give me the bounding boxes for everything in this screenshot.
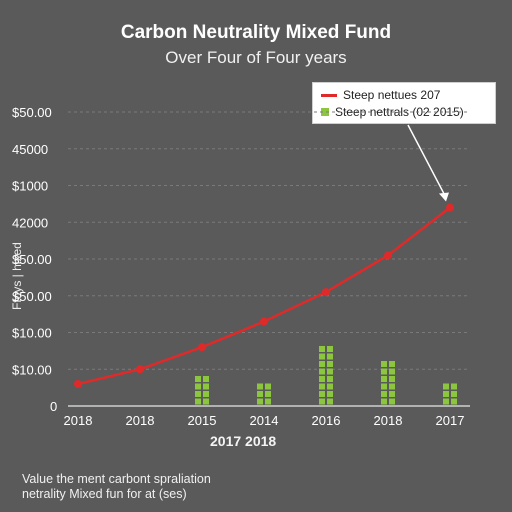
bar-block: [203, 376, 209, 382]
x-tick-label: 2018: [64, 413, 93, 428]
bar-block: [319, 398, 325, 405]
y-tick-label: 45000: [12, 142, 48, 157]
bar-block: [203, 398, 209, 405]
bar-block: [443, 391, 449, 397]
bar-block: [451, 383, 457, 390]
line-point: [384, 251, 392, 260]
legend-swatch-green: [321, 108, 329, 116]
bar-block: [381, 376, 387, 382]
bar-block: [319, 368, 325, 375]
bar-block: [381, 391, 387, 397]
chart-caption: Value the ment carbont spraliation netra…: [22, 472, 211, 502]
line-point: [74, 379, 82, 388]
bar-block: [327, 368, 333, 375]
annotation-arrowhead: [439, 192, 449, 202]
bar-block: [443, 398, 449, 405]
bar-block: [203, 383, 209, 390]
line-point: [198, 343, 206, 352]
y-tick-label: $1000: [12, 179, 48, 194]
bar-block: [195, 398, 201, 405]
bar-block: [381, 361, 387, 367]
bar-block: [389, 391, 395, 397]
bar-block: [381, 383, 387, 390]
x-tick-label: 2018: [374, 413, 403, 428]
bar-block: [319, 376, 325, 382]
x-tick-label: 2017: [436, 413, 465, 428]
legend-item-line: Steep nettues 207: [321, 88, 440, 102]
y-axis-label: Ffoys | hixed: [10, 242, 24, 310]
y-tick-label: $10.00: [12, 326, 52, 341]
bar-block: [195, 391, 201, 397]
line-point: [322, 288, 330, 297]
bar-block: [381, 368, 387, 375]
legend-item-bars: Steep nettrals (02 2015): [321, 105, 464, 119]
bar-block: [389, 383, 395, 390]
chart-title: Carbon Neutrality Mixed Fund: [120, 22, 392, 43]
caption-line-1: Value the ment carbont spraliation: [22, 472, 211, 486]
bar-block: [443, 383, 449, 390]
y-tick-label: $10.00: [12, 362, 52, 377]
bar-block: [203, 391, 209, 397]
bar-block: [195, 376, 201, 382]
bar-block: [327, 353, 333, 360]
bar-block: [381, 398, 387, 405]
bar-block: [389, 361, 395, 367]
bar-block: [319, 353, 325, 360]
bar-block: [265, 391, 271, 397]
bar-block: [319, 346, 325, 352]
x-tick-label: 2014: [250, 413, 279, 428]
bar-block: [327, 383, 333, 390]
bar-block: [319, 391, 325, 397]
bar-block: [451, 391, 457, 397]
bar-block: [327, 398, 333, 405]
y-tick-label: 42000: [12, 215, 48, 230]
series-line: [77, 206, 451, 386]
y-tick-label: $50.00: [12, 105, 52, 120]
legend-label-bars: Steep nettrals (02 2015): [335, 105, 464, 119]
bar-block: [319, 361, 325, 367]
x-tick-label: 2018: [126, 413, 155, 428]
bar-block: [319, 383, 325, 390]
chart-legend: Steep nettues 207 Steep nettrals (02 201…: [312, 82, 496, 124]
bar-block: [327, 361, 333, 367]
bar-block: [265, 383, 271, 390]
chart-subtitle: Over Four of Four years: [165, 48, 347, 67]
bar-block: [257, 383, 263, 390]
bar-block: [265, 398, 271, 405]
bar-block: [389, 368, 395, 375]
bar-block: [327, 346, 333, 352]
legend-swatch-red: [321, 93, 337, 97]
line-point: [260, 317, 268, 326]
x-tick-label: 2015: [188, 413, 217, 428]
bar-block: [327, 376, 333, 382]
legend-label-line: Steep nettues 207: [343, 88, 441, 102]
y-tick-label: 0: [50, 399, 57, 414]
bar-block: [451, 398, 457, 405]
annotation-arrow: [407, 124, 447, 198]
bar-block: [257, 391, 263, 397]
bar-block: [195, 383, 201, 390]
x-tick-label: 2016: [312, 413, 341, 428]
bar-block: [389, 376, 395, 382]
bar-block: [327, 391, 333, 397]
x-axis-label: 2017 2018: [210, 433, 277, 449]
bar-block: [257, 398, 263, 405]
line-point: [136, 365, 144, 374]
line-point: [446, 203, 454, 212]
caption-line-2: netrality Mixed fun for at (ses): [22, 487, 187, 501]
bar-block: [389, 398, 395, 405]
